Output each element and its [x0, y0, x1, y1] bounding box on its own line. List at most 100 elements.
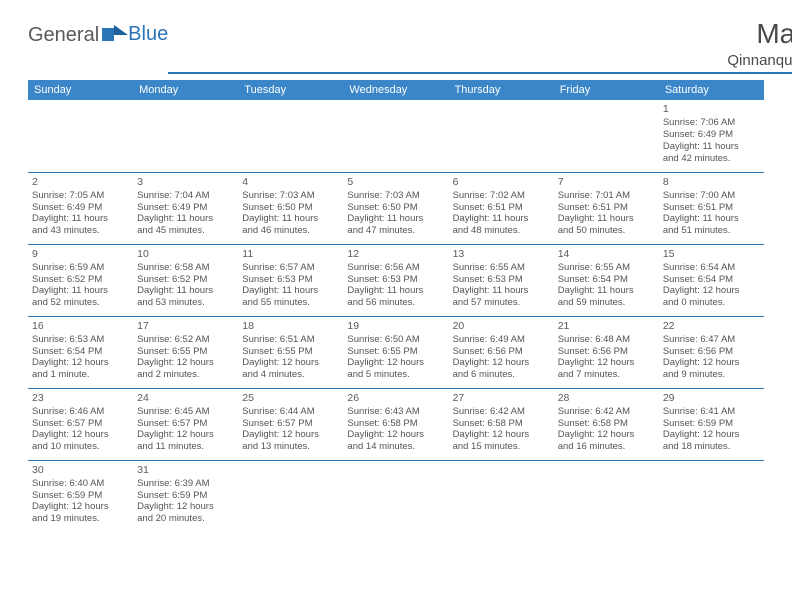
day-header: Wednesday — [343, 80, 448, 100]
cell-detail-line: Sunrise: 7:01 AM — [558, 190, 655, 202]
cell-detail-line: Sunset: 6:54 PM — [663, 274, 760, 286]
day-number: 21 — [558, 320, 655, 333]
cell-detail-line: and 48 minutes. — [453, 225, 550, 237]
cell-detail-line: Daylight: 12 hours — [32, 357, 129, 369]
calendar-cell: 18Sunrise: 6:51 AMSunset: 6:55 PMDayligh… — [238, 316, 343, 388]
day-number: 12 — [347, 248, 444, 261]
day-number: 25 — [242, 392, 339, 405]
cell-detail-line: and 11 minutes. — [137, 441, 234, 453]
calendar-table: SundayMondayTuesdayWednesdayThursdayFrid… — [28, 80, 764, 532]
cell-detail-line: Sunset: 6:57 PM — [242, 418, 339, 430]
cell-detail-line: Sunset: 6:54 PM — [558, 274, 655, 286]
cell-detail-line: Daylight: 11 hours — [137, 213, 234, 225]
day-number: 23 — [32, 392, 129, 405]
day-header: Sunday — [28, 80, 133, 100]
cell-detail-line: Sunset: 6:59 PM — [663, 418, 760, 430]
calendar-cell: 13Sunrise: 6:55 AMSunset: 6:53 PMDayligh… — [449, 244, 554, 316]
calendar-cell: 29Sunrise: 6:41 AMSunset: 6:59 PMDayligh… — [659, 388, 764, 460]
cell-detail-line: Daylight: 12 hours — [32, 429, 129, 441]
cell-detail-line: Sunrise: 7:00 AM — [663, 190, 760, 202]
cell-detail-line: Daylight: 11 hours — [347, 213, 444, 225]
logo-flag-icon — [102, 24, 128, 47]
cell-detail-line: Sunrise: 6:50 AM — [347, 334, 444, 346]
cell-detail-line: Sunrise: 6:58 AM — [137, 262, 234, 274]
cell-detail-line: Daylight: 12 hours — [347, 429, 444, 441]
page-header: General Blue March 2025 Qinnanqu, Guangx… — [28, 18, 764, 74]
cell-detail-line: Daylight: 11 hours — [558, 213, 655, 225]
cell-detail-line: Sunrise: 6:52 AM — [137, 334, 234, 346]
cell-detail-line: and 13 minutes. — [242, 441, 339, 453]
calendar-cell: 1Sunrise: 7:06 AMSunset: 6:49 PMDaylight… — [659, 100, 764, 172]
cell-detail-line: Sunrise: 6:41 AM — [663, 406, 760, 418]
calendar-cell — [238, 460, 343, 532]
day-header: Monday — [133, 80, 238, 100]
cell-detail-line: Sunset: 6:49 PM — [137, 202, 234, 214]
cell-detail-line: Daylight: 11 hours — [453, 213, 550, 225]
calendar-cell: 28Sunrise: 6:42 AMSunset: 6:58 PMDayligh… — [554, 388, 659, 460]
calendar-cell — [554, 460, 659, 532]
day-number: 9 — [32, 248, 129, 261]
day-number: 13 — [453, 248, 550, 261]
cell-detail-line: Sunrise: 7:04 AM — [137, 190, 234, 202]
day-number: 15 — [663, 248, 760, 261]
cell-detail-line: and 42 minutes. — [663, 153, 760, 165]
cell-detail-line: Sunrise: 7:06 AM — [663, 117, 760, 129]
title-block: March 2025 Qinnanqu, Guangxi, China — [168, 18, 792, 74]
cell-detail-line: Sunrise: 6:56 AM — [347, 262, 444, 274]
cell-detail-line: and 43 minutes. — [32, 225, 129, 237]
calendar-cell — [449, 100, 554, 172]
calendar-cell: 23Sunrise: 6:46 AMSunset: 6:57 PMDayligh… — [28, 388, 133, 460]
cell-detail-line: Sunset: 6:58 PM — [347, 418, 444, 430]
day-number: 24 — [137, 392, 234, 405]
cell-detail-line: and 4 minutes. — [242, 369, 339, 381]
cell-detail-line: Sunset: 6:52 PM — [137, 274, 234, 286]
cell-detail-line: and 56 minutes. — [347, 297, 444, 309]
cell-detail-line: Sunset: 6:52 PM — [32, 274, 129, 286]
cell-detail-line: Sunrise: 6:48 AM — [558, 334, 655, 346]
cell-detail-line: Daylight: 12 hours — [137, 357, 234, 369]
cell-detail-line: and 20 minutes. — [137, 513, 234, 525]
day-number: 10 — [137, 248, 234, 261]
calendar-cell: 22Sunrise: 6:47 AMSunset: 6:56 PMDayligh… — [659, 316, 764, 388]
calendar-week-row: 1Sunrise: 7:06 AMSunset: 6:49 PMDaylight… — [28, 100, 764, 172]
cell-detail-line: and 50 minutes. — [558, 225, 655, 237]
cell-detail-line: Sunset: 6:54 PM — [32, 346, 129, 358]
day-number: 30 — [32, 464, 129, 477]
cell-detail-line: Daylight: 12 hours — [347, 357, 444, 369]
day-number: 3 — [137, 176, 234, 189]
cell-detail-line: Daylight: 11 hours — [558, 285, 655, 297]
day-number: 4 — [242, 176, 339, 189]
cell-detail-line: Daylight: 11 hours — [663, 141, 760, 153]
calendar-cell: 19Sunrise: 6:50 AMSunset: 6:55 PMDayligh… — [343, 316, 448, 388]
cell-detail-line: and 52 minutes. — [32, 297, 129, 309]
calendar-cell — [133, 100, 238, 172]
cell-detail-line: Sunrise: 7:03 AM — [242, 190, 339, 202]
day-number: 27 — [453, 392, 550, 405]
cell-detail-line: Sunrise: 6:53 AM — [32, 334, 129, 346]
cell-detail-line: Sunset: 6:58 PM — [558, 418, 655, 430]
day-header: Friday — [554, 80, 659, 100]
cell-detail-line: Daylight: 12 hours — [32, 501, 129, 513]
cell-detail-line: and 0 minutes. — [663, 297, 760, 309]
cell-detail-line: Daylight: 11 hours — [453, 285, 550, 297]
calendar-cell: 7Sunrise: 7:01 AMSunset: 6:51 PMDaylight… — [554, 172, 659, 244]
cell-detail-line: Sunrise: 6:42 AM — [558, 406, 655, 418]
cell-detail-line: Sunrise: 6:46 AM — [32, 406, 129, 418]
cell-detail-line: and 9 minutes. — [663, 369, 760, 381]
day-number: 19 — [347, 320, 444, 333]
cell-detail-line: Sunrise: 6:39 AM — [137, 478, 234, 490]
cell-detail-line: and 16 minutes. — [558, 441, 655, 453]
cell-detail-line: Sunrise: 7:03 AM — [347, 190, 444, 202]
day-number: 20 — [453, 320, 550, 333]
day-number: 11 — [242, 248, 339, 261]
calendar-cell — [238, 100, 343, 172]
cell-detail-line: Sunrise: 6:59 AM — [32, 262, 129, 274]
calendar-cell — [449, 460, 554, 532]
cell-detail-line: Sunset: 6:56 PM — [663, 346, 760, 358]
cell-detail-line: and 55 minutes. — [242, 297, 339, 309]
cell-detail-line: Sunset: 6:53 PM — [242, 274, 339, 286]
cell-detail-line: and 1 minute. — [32, 369, 129, 381]
month-title: March 2025 — [168, 18, 792, 50]
cell-detail-line: Sunrise: 6:47 AM — [663, 334, 760, 346]
day-number: 8 — [663, 176, 760, 189]
